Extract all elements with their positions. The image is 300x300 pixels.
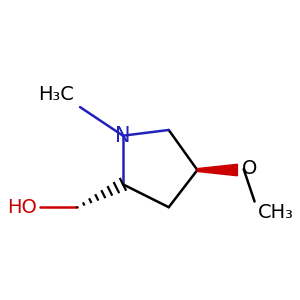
Text: HO: HO xyxy=(7,198,37,217)
Text: N: N xyxy=(115,126,131,146)
Polygon shape xyxy=(197,164,237,176)
Text: H₃C: H₃C xyxy=(38,85,74,104)
Text: O: O xyxy=(242,159,257,178)
Text: CH₃: CH₃ xyxy=(257,203,293,222)
